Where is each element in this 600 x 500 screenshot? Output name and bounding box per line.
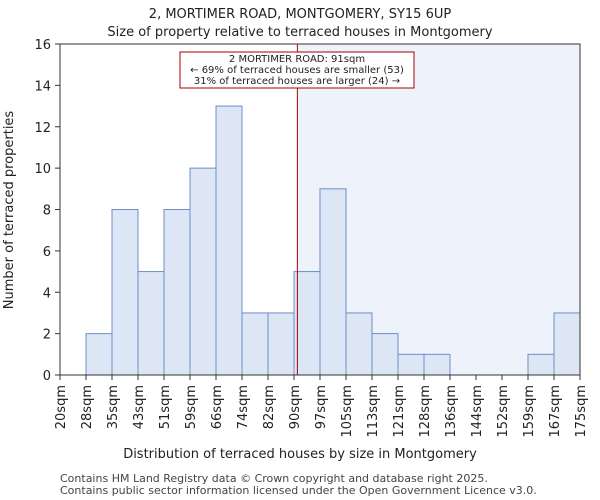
bar-159sqm bbox=[527, 353, 555, 376]
y-tick-label: 4 bbox=[43, 286, 51, 301]
x-tick-label: 28sqm bbox=[80, 385, 95, 429]
bar-74sqm bbox=[241, 312, 269, 376]
y-tick-label: 8 bbox=[43, 204, 51, 219]
footer-line-1: Contains HM Land Registry data © Crown c… bbox=[60, 472, 488, 485]
footer-line-2: Contains public sector information licen… bbox=[60, 484, 537, 497]
y-tick-label: 14 bbox=[34, 79, 51, 94]
x-tick-label: 152sqm bbox=[496, 385, 511, 438]
bar-66sqm bbox=[215, 105, 243, 376]
y-tick-label: 16 bbox=[34, 38, 51, 53]
x-tick-label: 113sqm bbox=[366, 385, 381, 438]
bar-51sqm bbox=[163, 209, 191, 376]
y-tick-label: 0 bbox=[43, 369, 51, 384]
x-tick-label: 121sqm bbox=[392, 385, 407, 438]
x-tick-label: 128sqm bbox=[418, 385, 433, 438]
x-tick-label: 66sqm bbox=[210, 385, 225, 429]
bars-group bbox=[85, 105, 581, 376]
bar-43sqm bbox=[137, 271, 165, 376]
x-tick-label: 105sqm bbox=[340, 385, 355, 438]
x-tick-label: 159sqm bbox=[522, 385, 537, 438]
annotation-line-2: ← 69% of terraced houses are smaller (53… bbox=[190, 65, 404, 76]
x-tick-label: 59sqm bbox=[184, 385, 199, 429]
x-tick-label: 90sqm bbox=[288, 385, 303, 429]
y-tick-label: 6 bbox=[43, 245, 51, 260]
y-tick-label: 10 bbox=[34, 162, 51, 177]
y-axis-label: Number of terraced properties bbox=[2, 111, 17, 310]
bar-113sqm bbox=[371, 333, 399, 376]
x-tick-label: 43sqm bbox=[132, 385, 147, 429]
bar-28sqm bbox=[85, 333, 113, 376]
x-tick-label: 51sqm bbox=[158, 385, 173, 429]
bar-35sqm bbox=[111, 209, 139, 376]
y-tick-label: 2 bbox=[43, 328, 51, 343]
annotation-line-1: 2 MORTIMER ROAD: 91sqm bbox=[229, 54, 365, 65]
x-tick-label: 167sqm bbox=[548, 385, 563, 438]
x-tick-label: 175sqm bbox=[574, 385, 589, 438]
bar-97sqm bbox=[319, 188, 347, 376]
x-tick-label: 74sqm bbox=[236, 385, 251, 429]
chart-title: 2, MORTIMER ROAD, MONTGOMERY, SY15 6UP bbox=[149, 7, 452, 22]
bar-105sqm bbox=[345, 312, 373, 376]
chart-subtitle: Size of property relative to terraced ho… bbox=[107, 25, 492, 40]
bar-121sqm bbox=[397, 353, 425, 376]
x-axis-label: Distribution of terraced houses by size … bbox=[123, 447, 477, 462]
annotation-line-3: 31% of terraced houses are larger (24) → bbox=[194, 76, 400, 87]
annotation-box bbox=[179, 51, 415, 89]
x-tick-label: 136sqm bbox=[444, 385, 459, 438]
bar-128sqm bbox=[423, 353, 451, 376]
x-tick-label: 144sqm bbox=[470, 385, 485, 438]
bar-59sqm bbox=[189, 167, 217, 376]
x-axis-ticks: 20sqm 28sqm 35sqm 43sqm 51sqm 59sqm 66sqm 74sqm… bbox=[54, 375, 589, 438]
x-tick-label: 82sqm bbox=[262, 385, 277, 429]
x-tick-label: 97sqm bbox=[314, 385, 329, 429]
y-tick-label: 12 bbox=[34, 121, 51, 136]
x-tick-label: 35sqm bbox=[106, 385, 121, 429]
bar-167sqm bbox=[553, 312, 581, 376]
bar-82sqm bbox=[267, 312, 295, 376]
y-axis-ticks: 0 2 4 6 8 10 12 14 16 bbox=[34, 38, 60, 384]
x-tick-label: 20sqm bbox=[54, 385, 69, 429]
bar-90sqm bbox=[293, 271, 321, 376]
